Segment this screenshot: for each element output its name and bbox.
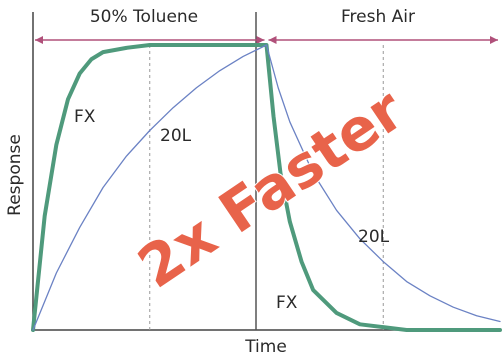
y-axis-label: Response [5,134,25,216]
phase-arrowhead [268,36,277,44]
series-label-20l-bottom: 20L [358,227,390,247]
series-label-fx-bottom: FX [276,293,298,313]
phase-arrowhead [490,36,498,44]
series-label-20l-top: 20L [160,126,192,146]
phase-label-toluene: 50% Toluene [90,7,198,27]
phase-label-fresh-air: Fresh Air [341,7,415,27]
phase-arrowhead [35,36,43,44]
series-label-fx-top: FX [74,107,96,127]
series-line-20l [32,44,501,331]
x-axis-label: Time [244,337,287,357]
phase-arrowhead [256,36,265,44]
